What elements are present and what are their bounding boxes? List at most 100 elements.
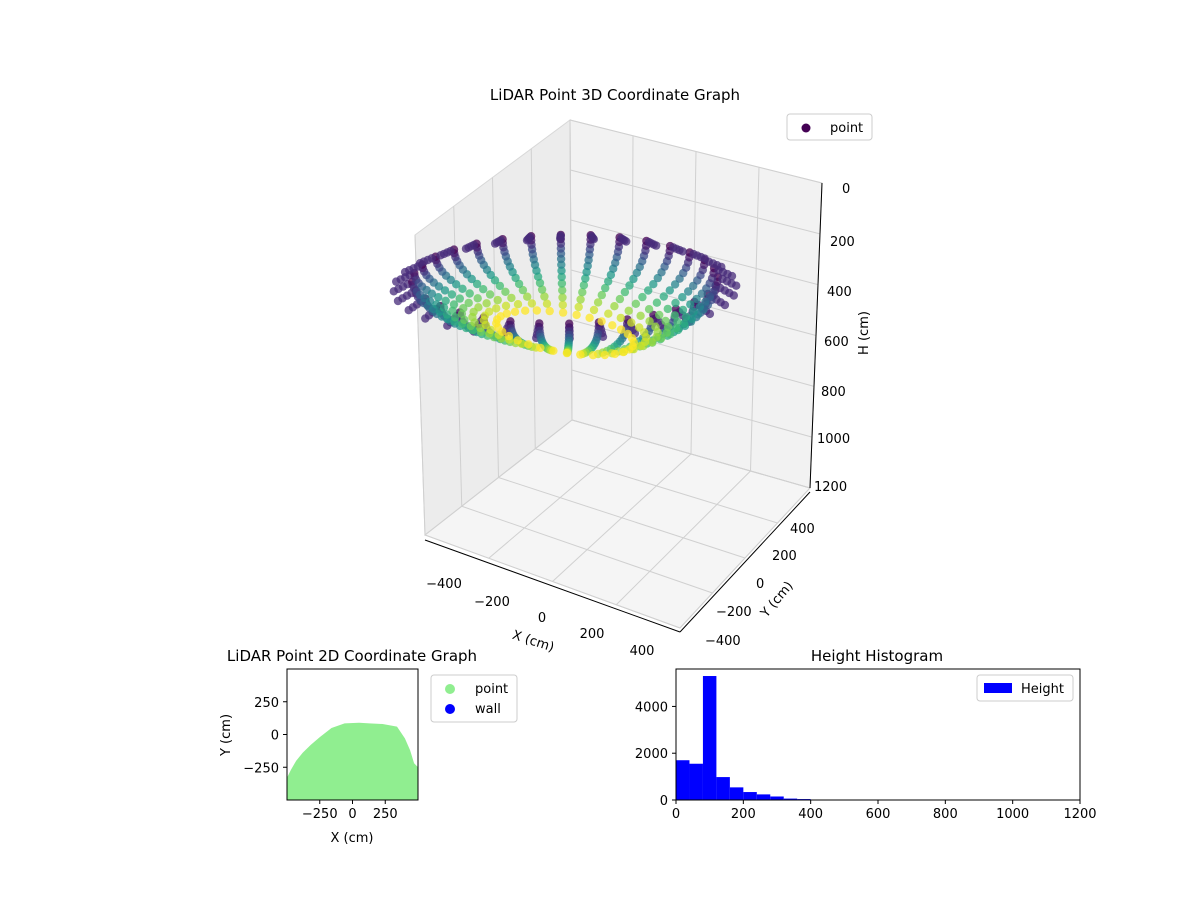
plot3d-point (461, 244, 471, 253)
plot3d-gridline (530, 148, 536, 449)
plot3d-point (447, 290, 457, 299)
plot3d-point (629, 274, 638, 284)
plot3d-point (689, 307, 698, 316)
plot3d-point (670, 280, 680, 289)
plot3d-point (665, 286, 674, 295)
plot3d-point (652, 241, 661, 250)
plot3d-point (659, 292, 668, 301)
plot3d-z-tick: 200 (830, 235, 855, 250)
plot3d-point (545, 306, 554, 316)
histogram-legend: Height (976, 674, 1074, 702)
plot3d-point (610, 302, 619, 311)
plot3d-point (535, 278, 545, 288)
plot3d-point (557, 272, 566, 282)
plot3d-point (616, 313, 625, 323)
plot3d-point (558, 300, 567, 310)
histogram-bar (770, 796, 784, 800)
plot3d-point (700, 254, 709, 263)
plot3d-point (436, 251, 445, 260)
plot3d-z-ticks: 0 200 400 600 800 1000 1200 (814, 182, 855, 495)
histogram-bar (702, 676, 717, 800)
plot2d-y-tick-label: 250 (254, 696, 279, 711)
plot3d-point (474, 303, 483, 312)
plot3d-point (574, 302, 583, 312)
plot3d-y-tick: 400 (790, 522, 815, 537)
plot3d-point (465, 289, 474, 298)
plot3d-point (522, 236, 532, 245)
plot3d-gridline (615, 470, 751, 606)
plot3d-point (732, 281, 741, 290)
plot3d-point (523, 292, 532, 301)
plot3d-legend-marker (801, 123, 811, 133)
plot3d-point (663, 304, 672, 314)
plot3d-point (558, 293, 567, 302)
plot3d-z-tick: 600 (824, 335, 849, 350)
plot3d-x-tick: 0 (538, 611, 546, 626)
plot2d-point-region (287, 722, 418, 800)
histogram-y-tick-label: 0 (660, 794, 668, 809)
plot3d-z-tick: 1000 (817, 432, 850, 447)
plot2d-legend-wall-label: wall (475, 702, 501, 717)
plot3d-point (678, 293, 687, 302)
histogram-bars (676, 676, 946, 800)
plot3d-points (389, 230, 741, 360)
plot2d-y-tick-label: −250 (243, 761, 279, 776)
plot3d-point (615, 294, 625, 304)
histogram-bar (689, 763, 703, 800)
plot3d-y-tick: 0 (756, 577, 764, 592)
plot3d-point (589, 235, 598, 244)
plot3d-x-axis (424, 539, 681, 633)
plot3d-point (495, 281, 505, 291)
plot3d-y-tick: 200 (772, 549, 797, 564)
plot3d-point (597, 290, 606, 300)
plot3d-z-label: H (cm) (857, 311, 872, 355)
plot3d-gridline (461, 505, 713, 594)
plot3d-point (635, 323, 644, 332)
histogram-bar (676, 760, 690, 800)
plot3d-point (622, 237, 631, 246)
plot3d-point (627, 318, 636, 327)
plot2d-legend-point-marker (445, 684, 455, 694)
plot3d-point (540, 292, 549, 301)
plot3d-point (581, 274, 590, 283)
histogram-bar (783, 798, 798, 800)
plot3d-point (556, 234, 565, 243)
plot3d-point (524, 340, 533, 349)
histogram-legend-swatch (984, 683, 1012, 693)
histogram-bar (743, 792, 757, 800)
plot3d-legend-label: point (830, 121, 863, 136)
plot3d-x-tick: −400 (426, 577, 462, 592)
plot3d-point (652, 298, 662, 307)
plot3d-point (432, 300, 441, 309)
histogram-legend-box (976, 674, 1074, 702)
plot3d-point (439, 303, 449, 312)
plot3d-point (484, 307, 494, 316)
plot3d-point (649, 280, 658, 289)
plot2d-x-tick-label: 250 (373, 807, 398, 822)
plot3d-point (562, 348, 572, 358)
plot3d-gridline (569, 119, 823, 184)
plot3d-point (513, 336, 522, 345)
plot3d-point (449, 300, 459, 309)
plot3d-point (459, 304, 468, 313)
histogram-ticks: 0 200 400 600 800 1000 1200 0 2000 4000 (635, 700, 1097, 822)
plot3d-point (600, 350, 609, 360)
histogram-x-tick-label: 1200 (1063, 807, 1096, 822)
plot3d-point (644, 305, 654, 314)
plot3d-point (400, 267, 410, 277)
plot3d-point (671, 324, 681, 333)
plot3d-point (593, 298, 603, 307)
histogram-y-tick-label: 2000 (635, 747, 668, 762)
plot3d-x-label: X (cm) (510, 628, 556, 656)
plot3d-point (616, 325, 626, 334)
plot3d-gridline (571, 319, 815, 387)
histogram-bar (729, 787, 744, 800)
plot3d-point (510, 307, 520, 316)
plot2d-ticks: −250 0 250 250 0 −250 (243, 696, 397, 822)
histogram-x-tick-label: 600 (866, 807, 891, 822)
plot3d-point (504, 331, 514, 341)
plot2d-legend: point wall (430, 674, 518, 723)
histogram-title: Height Histogram (811, 647, 943, 665)
plot3d-z-axis (809, 182, 823, 489)
